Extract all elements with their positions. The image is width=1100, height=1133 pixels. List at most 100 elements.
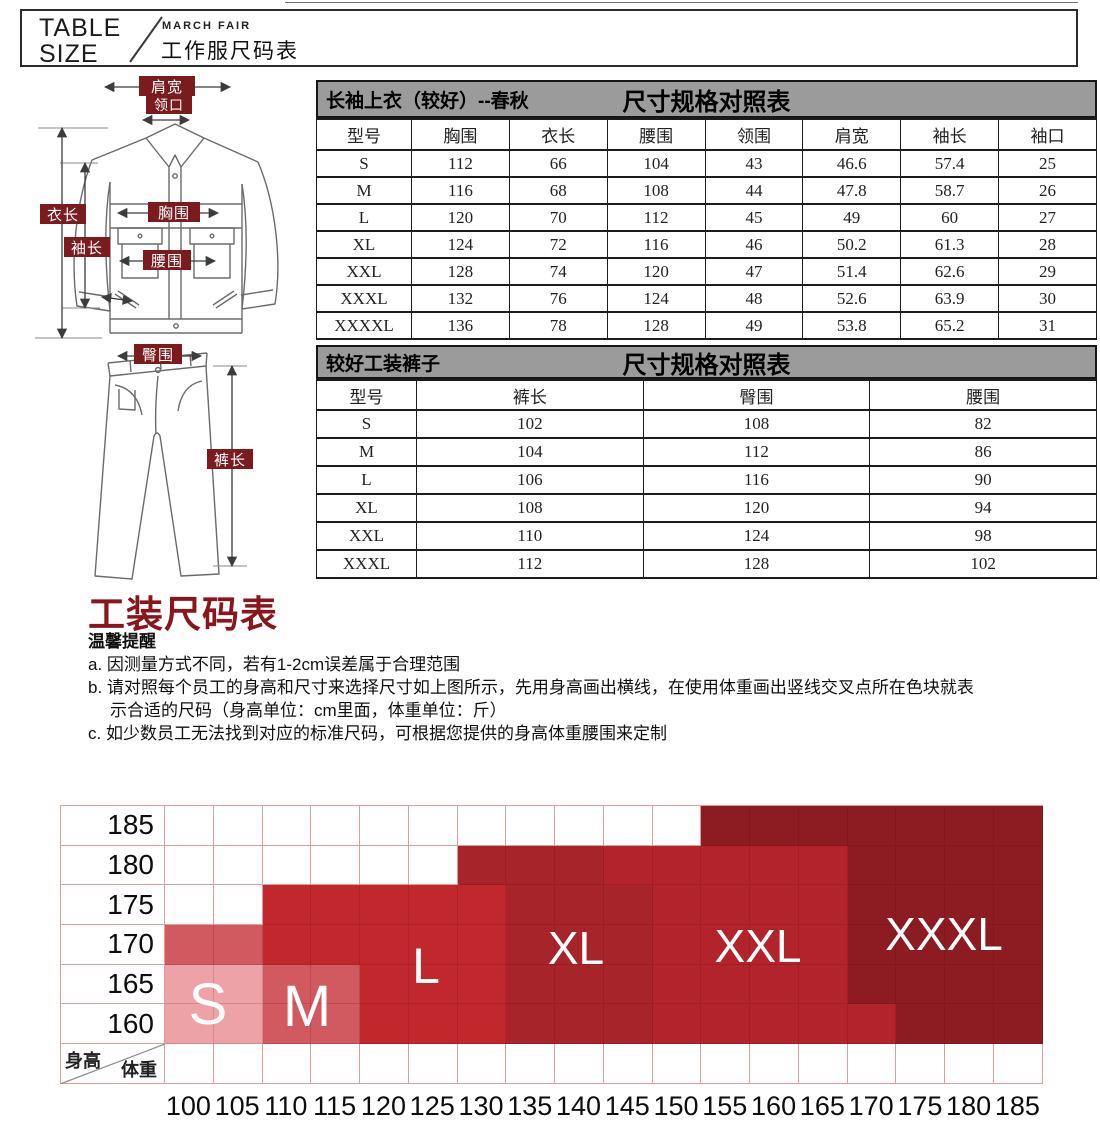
heatmap-cell	[994, 1004, 1043, 1045]
table-cell: 116	[642, 465, 871, 495]
heatmap-cell	[555, 1044, 604, 1084]
weight-axis-labels: 100 105 110 115 120 125 130 135 140 145 150 155 160 1…	[164, 1091, 1042, 1122]
heatmap-cell	[408, 1044, 458, 1084]
height-label: 185	[61, 806, 165, 846]
table-cell: 78	[508, 311, 608, 340]
heatmap-row: 175	[61, 885, 1043, 926]
heatmap-cell	[555, 1004, 604, 1045]
table-cell: 49	[704, 311, 804, 340]
table-row: XXXL 132 76 124 48 52.6 63.9 30	[316, 284, 1097, 313]
size-selection-heatmap: 185 180 175 170 165 160 身高 体重 S M L XL XXL XXXL	[60, 805, 1043, 1084]
heatmap-cell	[945, 806, 995, 846]
heatmap-cell	[847, 1044, 897, 1084]
heatmap-cell	[311, 964, 361, 1005]
heatmap-cell	[165, 925, 214, 965]
table-cell: 31	[998, 311, 1097, 340]
heatmap-cell	[896, 1004, 946, 1045]
table-cell: 57.4	[900, 149, 1000, 178]
jacket-chest-badge: 胸围	[148, 202, 200, 222]
table-cell: 43	[704, 149, 804, 178]
heatmap-cell	[847, 964, 897, 1005]
column-header: 裤长	[416, 379, 644, 411]
heatmap-cell	[896, 885, 946, 926]
table-cell: M	[316, 437, 417, 467]
banner-title: 工作服尺码表	[161, 40, 299, 63]
column-header: 领围	[704, 118, 804, 151]
heatmap-cell	[555, 806, 604, 846]
heatmap-cell	[408, 845, 458, 886]
table-cell: 51.4	[802, 257, 902, 286]
heatmap-cell	[945, 964, 995, 1005]
weight-label: 180	[946, 1091, 992, 1121]
heatmap-cell	[994, 1044, 1043, 1084]
heatmap-cell	[506, 806, 556, 846]
table-title: 长袖上衣（较好）--春秋	[326, 90, 529, 112]
heatmap-cell	[701, 845, 751, 886]
heatmap-cell	[457, 885, 507, 926]
table-row: M 116 68 108 44 47.8 58.7 26	[316, 176, 1097, 205]
jacket-drawing	[73, 123, 279, 334]
heatmap-cell	[262, 1044, 312, 1084]
heatmap-cell	[165, 806, 214, 846]
table-row: XXL 110 124 98	[316, 521, 1097, 551]
weight-label: 185	[994, 1091, 1040, 1121]
weight-label: 105	[214, 1091, 260, 1121]
heatmap-cell	[213, 1004, 263, 1045]
heatmap-cell	[896, 925, 946, 965]
table-cell: 63.9	[900, 284, 1000, 313]
heatmap-cell	[896, 806, 946, 846]
table-cell: 108	[642, 409, 871, 439]
note-line: c. 如少数员工无法找到对应的标准尺码，可根据您提供的身高体重腰围来定制	[88, 724, 667, 743]
heatmap-cell	[652, 925, 702, 965]
header-banner: TABLE SIZE MARCH FAIR 工作服尺码表	[20, 9, 1078, 67]
weight-label: 120	[360, 1091, 406, 1121]
size-region-label: XXXL	[885, 908, 1003, 960]
heatmap-cell	[896, 845, 946, 886]
heatmap-cell	[798, 845, 848, 886]
table-cell: S	[316, 149, 412, 178]
heatmap-cell	[408, 806, 458, 846]
weight-label: 100	[165, 1091, 211, 1121]
column-header: 胸围	[411, 118, 510, 151]
table-cell: 116	[411, 176, 510, 205]
heatmap-cell	[360, 845, 409, 886]
logo-line-bottom: SIZE	[39, 40, 99, 68]
height-label: 160	[61, 1004, 165, 1045]
weight-label: 160	[751, 1091, 797, 1121]
table-cell: XL	[316, 493, 417, 523]
table-row: XXL 128 74 120 47 51.4 62.6 29	[316, 257, 1097, 286]
heatmap-cell	[213, 964, 263, 1005]
table-cell: 124	[411, 230, 510, 259]
table-head: 型号 裤长 臀围 腰围	[316, 379, 1097, 411]
table-cell: XXXXL	[316, 311, 412, 340]
top-rule-line	[285, 2, 1078, 3]
heatmap-cell	[311, 845, 361, 886]
table-cell: 112	[411, 149, 510, 178]
heatmap-cell	[652, 1044, 702, 1084]
table-cell: 128	[411, 257, 510, 286]
heatmap-cell	[360, 964, 409, 1005]
table-cell: 110	[416, 521, 644, 551]
table-cell: 128	[642, 549, 871, 579]
heatmap-cell	[506, 845, 556, 886]
table-head: 型号 胸围 衣长 腰围 领围 肩宽 袖长 袖口	[316, 118, 1097, 151]
heatmap-cell	[457, 806, 507, 846]
table-cell: 112	[642, 437, 871, 467]
table-cell: 47.8	[802, 176, 902, 205]
heatmap-cell	[213, 845, 263, 886]
heatmap-cell	[798, 885, 848, 926]
column-header: 型号	[316, 379, 417, 411]
table-cell: 98	[869, 521, 1097, 551]
heatmap-cell	[603, 1044, 653, 1084]
heatmap-cell	[603, 885, 653, 926]
heatmap-cell	[311, 1004, 361, 1045]
jacket-length-badge: 衣长	[40, 204, 86, 224]
column-header: 臀围	[642, 379, 871, 411]
jacket-waist-badge: 腰围	[143, 250, 191, 270]
heatmap-cell	[750, 885, 799, 926]
heatmap-cell	[457, 845, 507, 886]
note-line: b. 请对照每个员工的身高和尺寸来选择尺寸如上图所示，先用身高画出横线，在使用体…	[88, 678, 974, 697]
section-title: 工装尺码表	[88, 594, 278, 635]
table-cell: 46.6	[802, 149, 902, 178]
height-label: 175	[61, 885, 165, 926]
